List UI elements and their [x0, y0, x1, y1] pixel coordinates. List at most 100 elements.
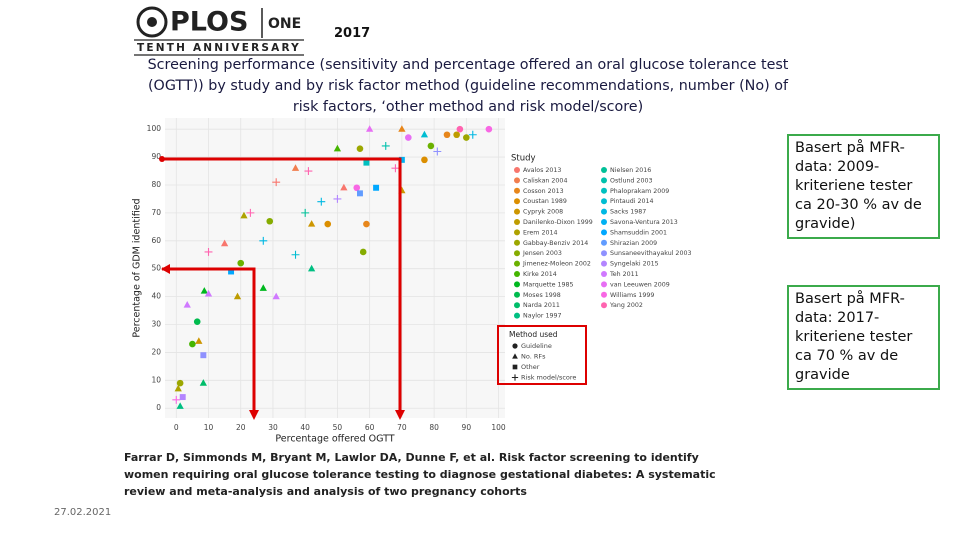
x-tick-label: 100 — [491, 423, 506, 432]
point — [340, 183, 348, 191]
point — [366, 125, 374, 132]
y-tick-label: 30 — [151, 320, 161, 329]
legend-label: Avalos 2013 — [523, 167, 561, 174]
legend-swatch — [601, 260, 607, 267]
point — [195, 337, 203, 344]
point — [381, 141, 390, 150]
legend-title: Study — [511, 154, 536, 164]
legend-swatch — [514, 219, 520, 225]
scatter-chart: 0 10 20 30 40 50 60 70 80 90 100 0 10 20 30 40 50 60 70 80 9… — [132, 118, 691, 445]
legend-swatch — [514, 302, 520, 309]
legend-label: No. RFs — [521, 353, 546, 361]
legend-swatch — [511, 374, 519, 381]
point — [453, 131, 460, 139]
point — [259, 236, 268, 245]
year: 2017 — [334, 26, 371, 41]
legend-label: Teh 2011 — [609, 271, 639, 278]
annotation-arrowhead — [395, 410, 405, 420]
legend-swatch — [601, 250, 607, 257]
legend-label: Syngelaki 2015 — [610, 261, 659, 268]
legend-title: Method used — [509, 330, 558, 339]
annotation-line — [162, 157, 402, 412]
legend-label: Savona-Ventura 2013 — [610, 219, 678, 226]
point — [456, 125, 464, 133]
legend-label: Pintaudi 2014 — [610, 198, 654, 205]
legend-label: Moses 1998 — [523, 292, 561, 299]
x-tick-label: 0 — [174, 423, 179, 432]
y-axis-label: Percentage of GDM identified — [132, 198, 143, 337]
legend-label: Erem 2014 — [523, 229, 557, 236]
point — [193, 318, 201, 326]
legend-label: Risk model/score — [521, 374, 576, 382]
y-tick-label: 10 — [151, 375, 161, 384]
legend-swatch — [601, 281, 607, 288]
logo-icon-core — [147, 17, 157, 27]
legend-swatch — [514, 167, 520, 173]
legend-label: Marquette 1985 — [523, 281, 573, 288]
point — [176, 402, 184, 409]
point — [433, 147, 442, 156]
point — [333, 144, 342, 152]
logo-icon — [136, 6, 168, 38]
point — [200, 287, 208, 294]
legend-swatch — [514, 177, 520, 184]
annotations — [159, 156, 587, 420]
point — [220, 239, 229, 247]
point — [363, 220, 370, 228]
x-tick-label: 20 — [236, 423, 246, 432]
y-tick-label: 0 — [156, 403, 161, 412]
x-tick-label: 30 — [268, 423, 278, 432]
point — [246, 208, 255, 217]
y-tick-label: 20 — [151, 347, 161, 356]
point — [266, 217, 274, 225]
legend-swatch — [514, 198, 520, 205]
legend-swatch — [601, 239, 607, 246]
legend-swatch — [514, 229, 520, 236]
legend-label: Narda 2011 — [523, 302, 560, 309]
annotation-arrowhead — [161, 264, 170, 274]
legend-label: Coustan 1989 — [523, 198, 567, 205]
slide-title: Screening performance (sensitivity and p… — [147, 57, 789, 115]
point — [398, 156, 405, 163]
point — [427, 142, 435, 150]
legend-swatch — [601, 302, 607, 309]
legend-label: Other — [521, 363, 540, 371]
point — [183, 301, 191, 308]
legend-swatch — [514, 312, 520, 319]
legend-label: Jimenez-Moleon 2002 — [522, 261, 591, 268]
y-tick-label: 40 — [151, 292, 161, 301]
point — [391, 164, 400, 173]
point — [272, 292, 280, 300]
x-tick-label: 70 — [397, 423, 407, 432]
point — [204, 289, 213, 297]
y-tick-label: 90 — [151, 152, 161, 161]
legend-swatch — [514, 239, 520, 246]
x-tick-label: 10 — [204, 423, 214, 432]
point — [443, 131, 451, 139]
point — [357, 190, 363, 197]
legend-label: Shamsuddin 2001 — [610, 229, 667, 236]
point — [237, 259, 245, 267]
legend-label: Caliskan 2004 — [523, 177, 567, 184]
legend-swatch — [601, 187, 607, 194]
legend-label: Kirke 2014 — [523, 271, 557, 278]
annotation-dot — [159, 156, 165, 162]
date: 27.02.2021 — [54, 507, 112, 518]
legend-label: Danilenko-Dixon 1999 — [523, 219, 593, 226]
legend-swatch — [601, 198, 607, 205]
point — [304, 167, 313, 175]
legend-label: Shirazian 2009 — [610, 240, 657, 247]
highlight-box — [497, 325, 587, 385]
point — [333, 194, 342, 203]
citation: Farrar D, Simmonds M, Bryant M, Lawlor D… — [124, 451, 716, 498]
point — [308, 264, 316, 272]
point — [228, 268, 235, 275]
point — [291, 250, 300, 259]
y-tick-label: 50 — [151, 264, 161, 273]
legend-label: Yang 2002 — [609, 302, 643, 309]
point — [199, 379, 207, 386]
point — [179, 394, 186, 401]
legend-label: van Leeuwen 2009 — [610, 281, 670, 288]
point — [356, 145, 364, 152]
